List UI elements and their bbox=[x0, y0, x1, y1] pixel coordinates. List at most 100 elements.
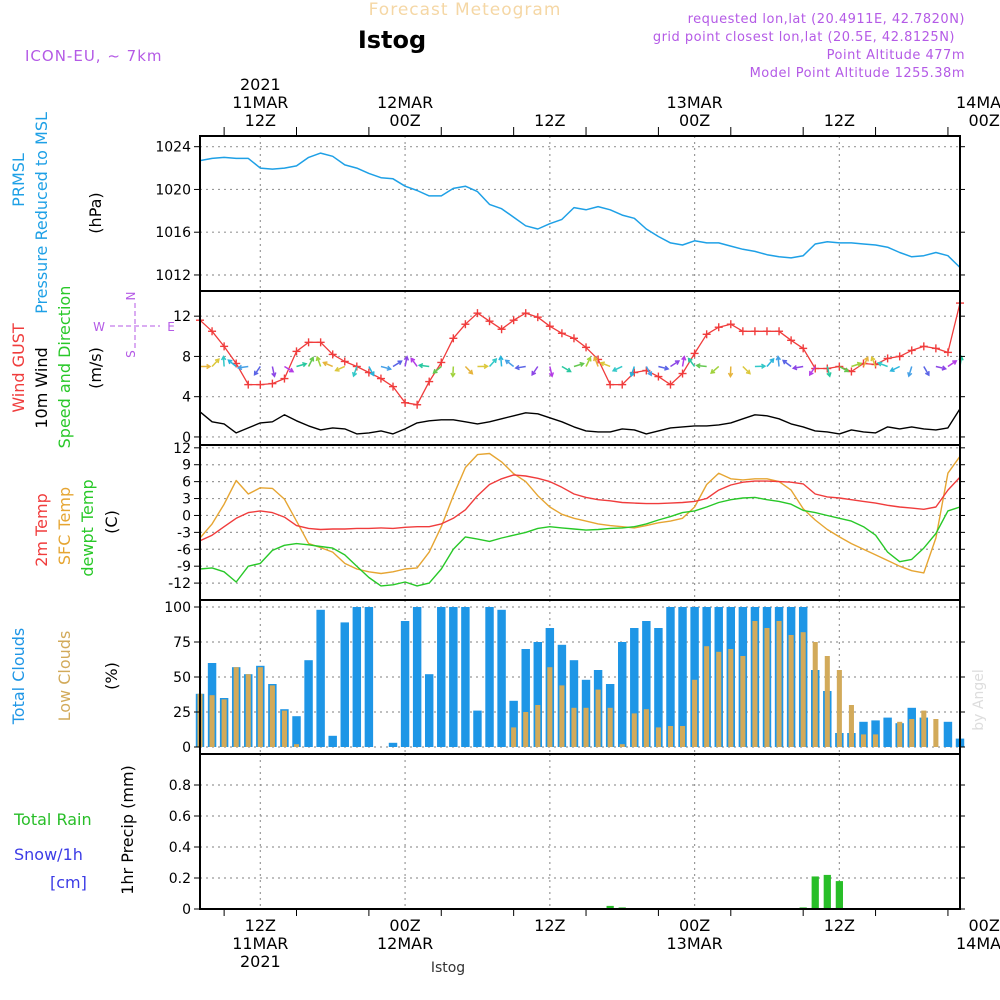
arrow-head bbox=[586, 356, 592, 362]
y-tick-label: 0 bbox=[182, 902, 191, 918]
y-tick-label: 0.6 bbox=[169, 809, 191, 825]
gust-point-marker bbox=[726, 320, 735, 329]
low-cloud-bar bbox=[667, 726, 674, 747]
wind-direction-arrow bbox=[322, 361, 333, 368]
wind-direction-arrow bbox=[687, 357, 696, 367]
axis-layer: 101210161020102404812-12-9-6-30369120255… bbox=[9, 75, 1000, 971]
arrow-head bbox=[745, 369, 751, 375]
requested-coords: requested lon,lat (20.4911E, 42.7820N) bbox=[688, 12, 965, 27]
arrow-shaft bbox=[452, 366, 455, 377]
low-cloud-bar bbox=[281, 710, 287, 747]
gust-point-marker bbox=[244, 380, 253, 389]
arrow-head bbox=[611, 366, 618, 372]
arrow-head bbox=[352, 371, 358, 378]
total-cloud-bar bbox=[485, 607, 494, 747]
low-cloud-bar bbox=[788, 635, 794, 747]
wind-direction-arrow bbox=[410, 357, 418, 367]
data-layer bbox=[195, 152, 965, 910]
y-tick-label: 1016 bbox=[155, 225, 191, 241]
low-cloud-bar bbox=[728, 649, 734, 747]
low-cloud-bar bbox=[209, 695, 215, 747]
model-label: ICON-EU, ~ 7km bbox=[25, 47, 163, 65]
total-cloud-bar bbox=[654, 628, 663, 747]
clouds-unit-label: (%) bbox=[102, 662, 121, 690]
low-cloud-bar bbox=[631, 713, 637, 747]
compass-w: W bbox=[93, 320, 105, 334]
wind-direction-arrow bbox=[307, 356, 315, 367]
gust-series-line bbox=[199, 302, 961, 406]
bottom-time-label: 2021 bbox=[240, 952, 281, 971]
meteogram-title: Forecast Meteogram bbox=[369, 0, 562, 20]
arrow-shaft bbox=[710, 365, 720, 374]
wind-direction-arrow bbox=[876, 361, 888, 368]
low-cloud-bar bbox=[740, 656, 746, 747]
arrow-shaft bbox=[593, 356, 599, 367]
arrow-shaft bbox=[612, 365, 623, 372]
arrow-shaft bbox=[871, 356, 877, 367]
top-time-label: 2021 bbox=[240, 75, 281, 94]
arrow-head bbox=[870, 355, 876, 362]
gust-label: Wind GUST bbox=[9, 323, 28, 413]
gust-point-marker bbox=[931, 344, 940, 353]
total-cloud-bar bbox=[497, 609, 506, 747]
t2m-label: 2m Temp bbox=[32, 493, 51, 567]
low-cloud-bar bbox=[293, 744, 300, 747]
total-cloud-bar bbox=[690, 607, 699, 747]
top-time-label: 12Z bbox=[245, 111, 276, 130]
gust-point-marker bbox=[208, 327, 217, 336]
gust-point-marker bbox=[376, 374, 385, 383]
wind-direction-arrow bbox=[220, 355, 227, 367]
wind-direction-arrow bbox=[645, 366, 653, 377]
y-tick-label: 1020 bbox=[155, 182, 191, 198]
arrow-shaft bbox=[307, 357, 314, 367]
low-cloud-bar bbox=[848, 705, 854, 747]
y-tick-label: -3 bbox=[177, 525, 191, 541]
arrow-shaft bbox=[585, 357, 592, 367]
arrow-head bbox=[681, 355, 687, 361]
gust-point-marker bbox=[545, 322, 554, 331]
rain-bar bbox=[811, 876, 819, 909]
arrow-head bbox=[889, 367, 895, 372]
y-tick-label: 0.2 bbox=[169, 871, 191, 887]
total-cloud-bar bbox=[630, 628, 639, 747]
arrow-shaft bbox=[499, 356, 503, 367]
arrow-shaft bbox=[316, 356, 322, 367]
arrow-head bbox=[315, 355, 321, 362]
low-cloud-bar bbox=[257, 667, 263, 747]
wind-direction-arrow bbox=[658, 365, 670, 371]
low-cloud-bar bbox=[233, 667, 239, 747]
arrow-shaft bbox=[515, 365, 526, 369]
arrow-head bbox=[674, 360, 681, 365]
wind-direction-arrow bbox=[450, 366, 456, 378]
arrow-shaft bbox=[419, 364, 430, 368]
arrow-shaft bbox=[793, 365, 804, 369]
low-cloud-bar bbox=[619, 744, 625, 747]
low-cloud-bar bbox=[245, 674, 251, 747]
arrow-shaft bbox=[809, 366, 816, 376]
wind-direction-arrow bbox=[766, 357, 775, 367]
arrow-shaft bbox=[878, 362, 888, 368]
gust-point-marker bbox=[533, 313, 542, 322]
y-tick-label: 3 bbox=[182, 492, 191, 508]
arrow-shaft bbox=[561, 365, 571, 373]
low-cloud-bar bbox=[860, 734, 867, 747]
arrow-shaft bbox=[573, 362, 584, 368]
wind-direction-arrow bbox=[498, 355, 504, 367]
low-cloud-bar bbox=[221, 699, 227, 747]
gust-point-marker bbox=[750, 327, 759, 336]
arrow-head bbox=[548, 372, 555, 378]
wind-direction-arrow bbox=[464, 365, 474, 375]
arrow-head bbox=[220, 355, 227, 361]
wind-direction-arrow bbox=[947, 360, 958, 368]
arrow-shaft bbox=[323, 361, 333, 368]
arrow-shaft bbox=[505, 359, 515, 368]
arrow-shaft bbox=[742, 365, 751, 375]
wind-direction-arrow bbox=[742, 365, 751, 375]
arrow-head bbox=[403, 355, 410, 361]
gust-point-marker bbox=[268, 379, 277, 388]
wind-direction-arrow bbox=[432, 365, 442, 374]
arrow-head bbox=[599, 361, 605, 367]
wind-unit-label: (m/s) bbox=[86, 347, 105, 389]
y-tick-label: 0 bbox=[182, 740, 191, 756]
model-point-altitude: Model Point Altitude 1255.38m bbox=[750, 66, 965, 81]
